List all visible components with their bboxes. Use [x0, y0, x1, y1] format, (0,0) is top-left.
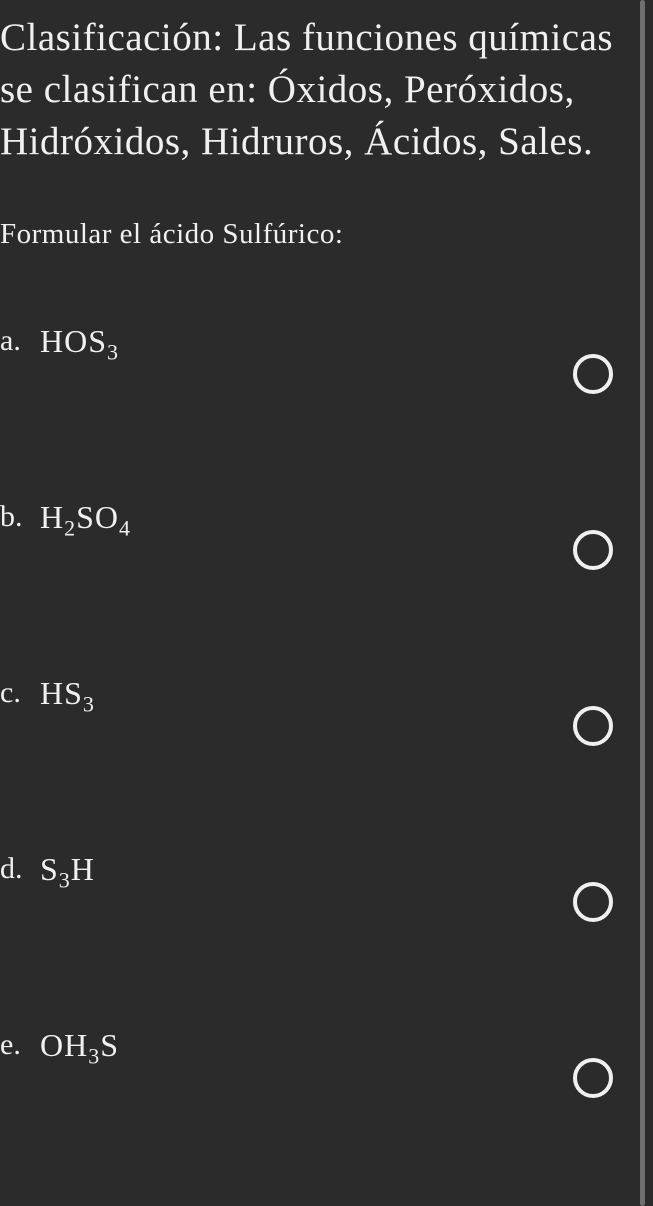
option-label: b. — [0, 500, 40, 534]
option-label: c. — [0, 676, 40, 710]
radio-button[interactable] — [573, 882, 613, 922]
option-d: d. S3H — [0, 852, 653, 1028]
option-formula: HOS3 — [40, 324, 119, 358]
quiz-page: Clasificación: Las funciones químicas se… — [0, 0, 653, 1206]
option-label: a. — [0, 324, 40, 358]
option-formula: HS3 — [40, 676, 95, 710]
option-label: e. — [0, 1028, 40, 1062]
option-formula: S3H — [40, 852, 95, 886]
option-formula: H2SO4 — [40, 500, 131, 534]
options-list: a. HOS3 b. H2SO4 c. HS3 d. S3H e. OH3S — [0, 324, 653, 1204]
radio-button[interactable] — [573, 530, 613, 570]
option-label: d. — [0, 852, 40, 886]
intro-text: Clasificación: Las funciones químicas se… — [0, 12, 653, 168]
option-e: e. OH3S — [0, 1028, 653, 1204]
radio-button[interactable] — [573, 1058, 613, 1098]
radio-button[interactable] — [573, 354, 613, 394]
radio-button[interactable] — [573, 706, 613, 746]
option-a: a. HOS3 — [0, 324, 653, 500]
option-formula: OH3S — [40, 1028, 119, 1062]
question-text: Formular el ácido Sulfúrico: — [0, 216, 653, 252]
option-b: b. H2SO4 — [0, 500, 653, 676]
option-c: c. HS3 — [0, 676, 653, 852]
